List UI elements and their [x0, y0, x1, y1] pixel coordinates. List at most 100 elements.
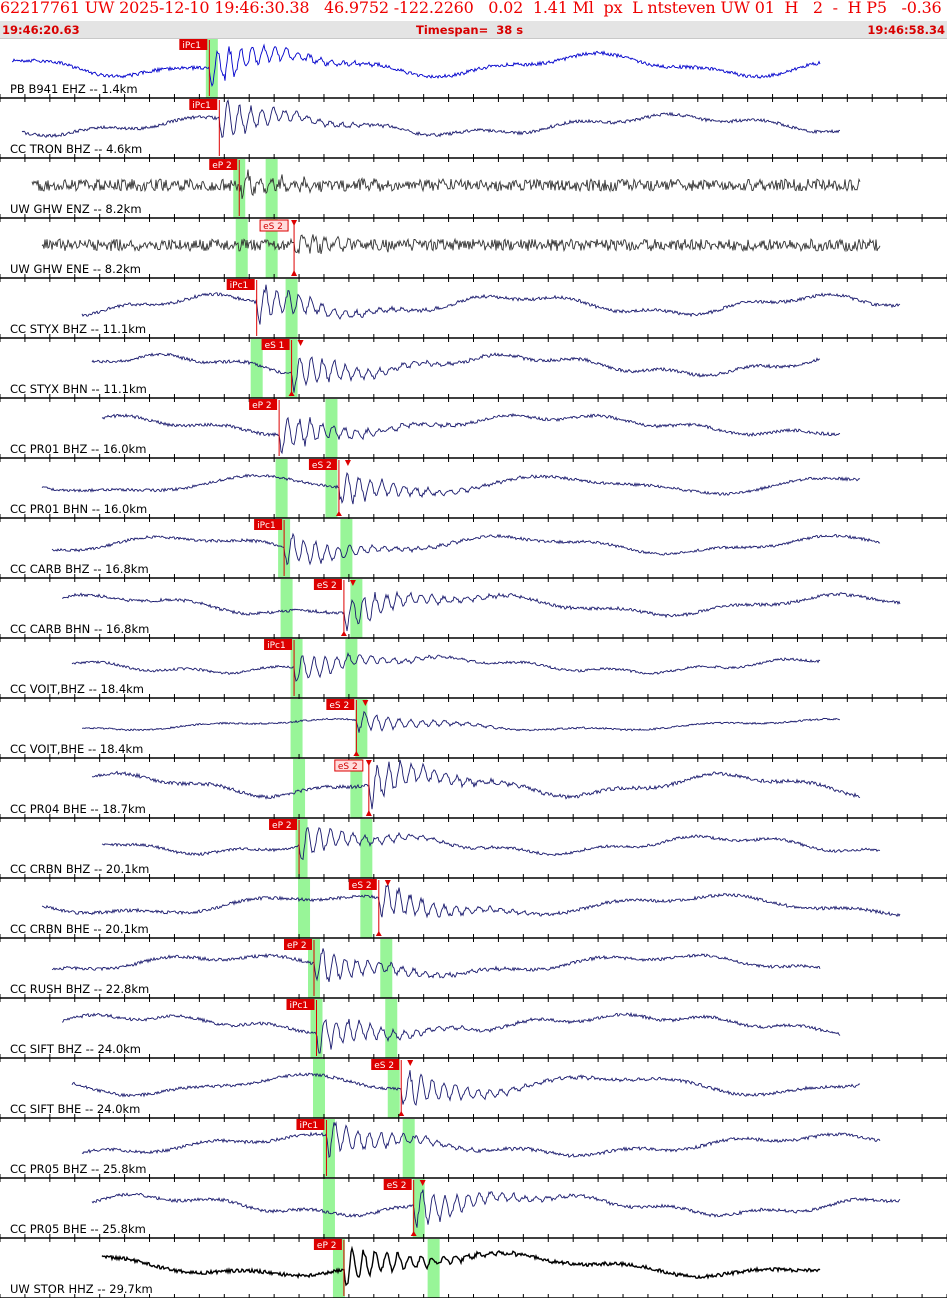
trace-row[interactable]: iPc1 CC VOIT,BHZ -- 18.4km — [0, 639, 947, 702]
pick-label[interactable]: eS 2 — [263, 222, 283, 232]
trace-row[interactable]: eS 2 CC PR05 BHE -- 25.8km — [0, 1179, 947, 1242]
station-label: UW GHW ENZ -- 8.2km — [10, 202, 142, 216]
pick-marker-top — [407, 1060, 414, 1066]
pick-marker-bottom — [291, 270, 298, 276]
pick-label-box[interactable] — [261, 339, 290, 350]
pick-label-box[interactable] — [334, 759, 364, 772]
pick-label[interactable]: eS 2 — [374, 1061, 394, 1071]
pick-marker-bottom — [353, 751, 360, 756]
trace-row[interactable]: eS 2 CC CARB BHN -- 16.8km — [0, 579, 947, 642]
pick-label[interactable]: eS 2 — [352, 881, 372, 891]
pick-marker-bottom — [410, 1231, 417, 1236]
pick-label[interactable]: eS 2 — [317, 581, 337, 591]
pick-label-box[interactable] — [296, 1119, 325, 1130]
pick-label-box[interactable] — [383, 1179, 412, 1190]
pick-window — [295, 819, 308, 878]
pick-label-box[interactable] — [189, 99, 218, 110]
pick-label-box[interactable] — [249, 399, 278, 410]
trace-row[interactable]: eP 2 UW GHW ENZ -- 8.2km — [0, 159, 947, 222]
pick-label-box[interactable] — [226, 279, 255, 290]
pick-label-box[interactable] — [326, 699, 355, 710]
trace-row[interactable]: eP 2 CC CRBN BHZ -- 20.1km — [0, 819, 947, 882]
waveform — [81, 284, 901, 325]
trace-row[interactable]: eP 2 UW STOR HHZ -- 29.7km — [0, 1239, 947, 1298]
pick-label[interactable]: iPc1 — [289, 1001, 308, 1011]
trace-row[interactable]: eS 1 CC STYX BHN -- 11.1km — [0, 339, 947, 402]
pick-label[interactable]: iPc1 — [257, 521, 276, 531]
waveform — [91, 1189, 901, 1228]
trace-row[interactable]: iPc1 CC TRON BHZ -- 4.6km — [0, 98, 947, 162]
trace-row[interactable]: eP 2 CC RUSH BHZ -- 22.8km — [0, 939, 947, 1002]
pick-label[interactable]: eP 2 — [272, 821, 292, 831]
pick-window — [325, 459, 338, 518]
pick-marker-bottom — [335, 511, 342, 516]
pick-label[interactable]: eS 2 — [312, 461, 332, 471]
pick-label-box[interactable] — [286, 999, 315, 1010]
pick-label[interactable]: eP 2 — [317, 1241, 337, 1251]
pick-label-box[interactable] — [308, 459, 337, 470]
trace-row[interactable]: eS 2 UW GHW ENE -- 8.2km — [0, 219, 947, 282]
pick-label[interactable]: eS 2 — [338, 762, 358, 772]
station-label: CC CRBN BHZ -- 20.1km — [10, 862, 149, 876]
pick-label-box[interactable] — [254, 519, 283, 530]
pick-label[interactable]: eS 2 — [387, 1181, 407, 1191]
waveform — [51, 532, 881, 566]
station-label: UW STOR HHZ -- 29.7km — [10, 1282, 153, 1296]
station-label: PB B941 EHZ -- 1.4km — [10, 82, 138, 96]
pick-window — [412, 1179, 425, 1238]
station-label: CC CRBN BHE -- 20.1km — [10, 922, 149, 936]
pick-label[interactable]: iPc1 — [192, 101, 211, 111]
pick-marker-top — [384, 880, 391, 886]
waveform — [91, 352, 821, 393]
pick-label-box[interactable] — [313, 579, 342, 590]
pick-marker-top — [297, 340, 304, 346]
pick-label-box[interactable] — [269, 819, 298, 830]
trace-row[interactable]: iPc1 CC STYX BHZ -- 11.1km — [0, 279, 947, 342]
station-label: CC PR01 BHN -- 16.0km — [10, 502, 147, 516]
trace-row[interactable]: eS 2 CC VOIT,BHE -- 18.4km — [0, 699, 947, 762]
waveform — [81, 1121, 881, 1159]
pick-label[interactable]: eP 2 — [287, 941, 307, 951]
station-label: CC SIFT BHE -- 24.0km — [10, 1102, 140, 1116]
pick-window — [360, 819, 373, 878]
waveform — [41, 471, 861, 505]
pick-label[interactable]: eS 1 — [265, 341, 285, 351]
pick-label-box[interactable] — [313, 1239, 342, 1250]
pick-label[interactable]: eP 2 — [212, 161, 232, 171]
station-label: CC PR04 BHE -- 18.7km — [10, 802, 146, 816]
timespan-label: Timespan= 38 s — [416, 23, 524, 37]
trace-row[interactable]: iPc1 CC CARB BHZ -- 16.8km — [0, 519, 947, 582]
pick-label-box[interactable] — [179, 39, 208, 50]
station-label: CC CARB BHZ -- 16.8km — [10, 562, 149, 576]
pick-label-box[interactable] — [284, 939, 313, 950]
station-label: CC STYX BHN -- 11.1km — [10, 382, 147, 396]
trace-row[interactable]: eP 2 CC PR01 BHZ -- 16.0km — [0, 399, 947, 462]
trace-row[interactable]: eS 2 CC PR01 BHN -- 16.0km — [0, 459, 947, 522]
pick-label[interactable]: eS 2 — [329, 701, 349, 711]
pick-label[interactable]: iPc1 — [299, 1121, 318, 1131]
trace-row[interactable]: eS 2 CC CRBN BHE -- 20.1km — [0, 879, 947, 942]
pick-label[interactable]: eP 2 — [252, 401, 272, 411]
pick-label-box[interactable] — [371, 1059, 400, 1070]
trace-row[interactable]: iPc1 CC PR05 BHZ -- 25.8km — [0, 1119, 947, 1182]
pick-window — [385, 999, 398, 1058]
trace-row[interactable]: eS 2 CC SIFT BHE -- 24.0km — [0, 1059, 947, 1122]
pick-label-box[interactable] — [209, 159, 238, 170]
seismogram-panel[interactable]: iPc1 PB B941 EHZ -- 1.4km iPc1 CC TRON BHZ … — [0, 38, 947, 1298]
waveform — [101, 412, 841, 455]
pick-label[interactable]: iPc1 — [267, 641, 286, 651]
station-label: CC VOIT,BHE -- 18.4km — [10, 742, 143, 756]
pick-window — [298, 879, 311, 938]
trace-row[interactable]: eS 2 CC PR04 BHE -- 18.7km — [0, 759, 947, 822]
pick-label[interactable]: iPc1 — [230, 281, 249, 291]
pick-label-box[interactable] — [259, 219, 289, 232]
pick-label-box[interactable] — [264, 639, 293, 650]
pick-label-box[interactable] — [348, 879, 377, 890]
trace-row[interactable]: iPc1 PB B941 EHZ -- 1.4km — [0, 39, 947, 102]
pick-label[interactable]: iPc1 — [182, 41, 201, 51]
station-label: CC TRON BHZ -- 4.6km — [10, 142, 142, 156]
pick-window — [290, 699, 303, 758]
pick-window — [265, 219, 278, 278]
trace-row[interactable]: iPc1 CC SIFT BHZ -- 24.0km — [0, 999, 947, 1062]
pick-window — [350, 759, 363, 818]
